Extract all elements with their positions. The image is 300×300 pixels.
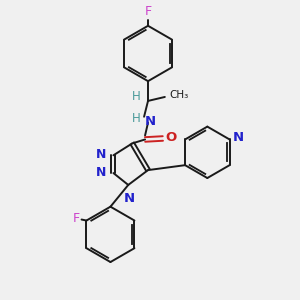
Text: N: N	[96, 166, 106, 178]
Text: N: N	[232, 131, 244, 144]
Text: F: F	[145, 5, 152, 18]
Text: O: O	[166, 131, 177, 144]
Text: H: H	[132, 112, 141, 125]
Text: N: N	[96, 148, 106, 161]
Text: H: H	[132, 91, 141, 103]
Text: N: N	[124, 192, 135, 205]
Text: N: N	[145, 115, 156, 128]
Text: CH₃: CH₃	[170, 90, 189, 100]
Text: F: F	[72, 212, 80, 225]
